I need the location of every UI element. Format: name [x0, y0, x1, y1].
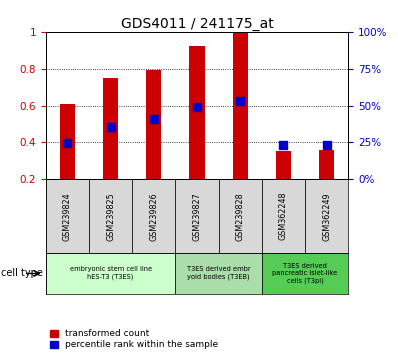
- Point: [150, 116, 157, 122]
- Bar: [146, 70, 161, 179]
- Bar: [176, 179, 219, 253]
- Bar: [176, 253, 262, 294]
- Text: GSM239827: GSM239827: [193, 192, 201, 241]
- Bar: [219, 179, 262, 253]
- Point: [324, 142, 330, 148]
- Text: GSM362248: GSM362248: [279, 192, 288, 240]
- Text: cell type: cell type: [1, 268, 43, 279]
- Text: T3ES derived
pancreatic islet-like
cells (T3pi): T3ES derived pancreatic islet-like cells…: [272, 263, 338, 284]
- Point: [280, 142, 287, 148]
- Bar: [262, 179, 305, 253]
- Text: embryonic stem cell line
hES-T3 (T3ES): embryonic stem cell line hES-T3 (T3ES): [70, 267, 152, 280]
- Point: [194, 105, 200, 110]
- Text: GSM239828: GSM239828: [236, 192, 245, 241]
- Bar: [46, 179, 89, 253]
- Bar: [103, 78, 118, 179]
- Point: [64, 141, 70, 146]
- Bar: [276, 151, 291, 179]
- Bar: [189, 46, 205, 179]
- Legend: transformed count, percentile rank within the sample: transformed count, percentile rank withi…: [50, 329, 218, 349]
- Title: GDS4011 / 241175_at: GDS4011 / 241175_at: [121, 17, 273, 31]
- Bar: [132, 179, 176, 253]
- Bar: [46, 253, 176, 294]
- Bar: [305, 179, 348, 253]
- Text: T3ES derived embr
yoid bodies (T3EB): T3ES derived embr yoid bodies (T3EB): [187, 267, 250, 280]
- Bar: [89, 179, 132, 253]
- Text: GSM239825: GSM239825: [106, 192, 115, 241]
- Point: [237, 98, 244, 104]
- Point: [107, 124, 114, 130]
- Bar: [262, 253, 348, 294]
- Text: GSM239824: GSM239824: [63, 192, 72, 241]
- Text: GSM362249: GSM362249: [322, 192, 331, 241]
- Bar: [233, 32, 248, 179]
- Bar: [60, 104, 75, 179]
- Bar: [319, 150, 334, 179]
- Text: GSM239826: GSM239826: [149, 192, 158, 241]
